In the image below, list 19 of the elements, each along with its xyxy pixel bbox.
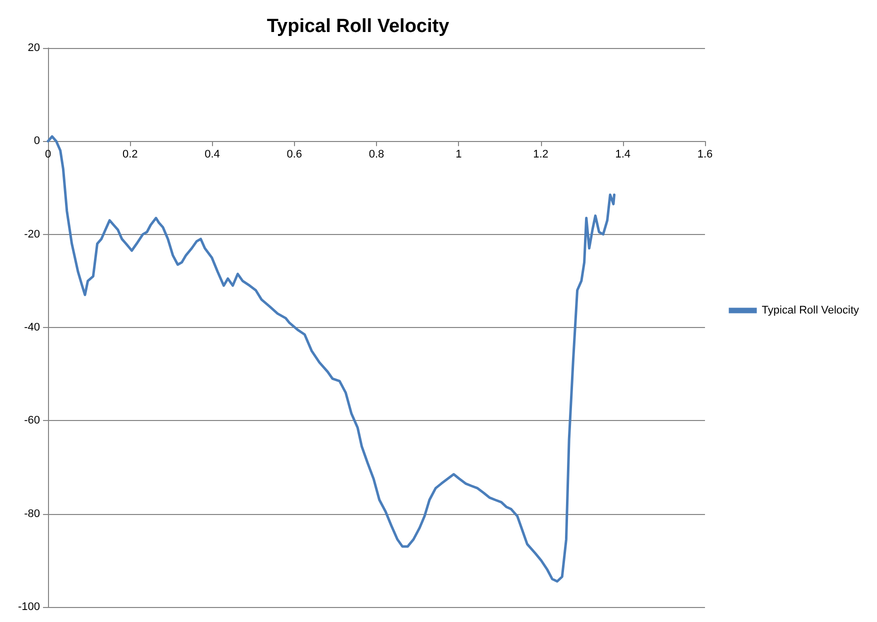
legend-label: Typical Roll Velocity (762, 304, 860, 316)
x-tick-label: 1.6 (697, 148, 713, 161)
y-tick-label: -80 (24, 508, 40, 520)
x-tick-label: 1 (456, 148, 462, 161)
x-tick-label: 1.4 (615, 148, 631, 161)
y-tick-label: -60 (24, 414, 40, 427)
x-tick-label: 0 (44, 148, 52, 161)
chart-title: Typical Roll Velocity (266, 16, 450, 37)
y-tick-label: 0 (34, 135, 40, 148)
line-series (46, 135, 616, 583)
y-tick-label: 20 (28, 42, 40, 54)
x-tick-label: 0.8 (368, 148, 384, 161)
y-tick-label: -40 (24, 322, 40, 334)
x-tick-label: 1.2 (533, 148, 548, 161)
x-tick-label: 0.6 (286, 148, 302, 161)
y-tick-label: -20 (24, 228, 40, 240)
y-tick-label: -100 (18, 601, 40, 613)
x-tick-label: 0.4 (204, 148, 220, 161)
x-tick-label: 0.2 (122, 148, 138, 161)
